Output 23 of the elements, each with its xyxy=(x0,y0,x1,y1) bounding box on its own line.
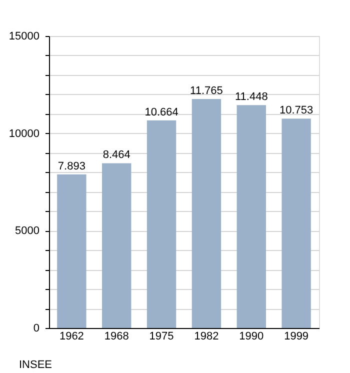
bar xyxy=(236,105,266,328)
data-label: 10.753 xyxy=(279,104,314,117)
y-tick-label: 5000 xyxy=(15,225,40,238)
bar xyxy=(192,98,222,328)
x-tick-label: 1975 xyxy=(149,330,174,342)
data-label: 10.664 xyxy=(144,106,178,118)
text: INSEE xyxy=(19,359,52,371)
data-label: 7.893 xyxy=(58,160,86,172)
x-tick-label: 1968 xyxy=(104,330,129,342)
y-tick-label: 15000 xyxy=(8,30,40,42)
data-label: 8.464 xyxy=(102,149,130,162)
bar xyxy=(282,118,311,328)
x-tick-label: 1990 xyxy=(239,330,264,342)
x-tick-label: 1982 xyxy=(194,330,219,342)
x-tick-label: 1999 xyxy=(284,330,309,342)
bar xyxy=(146,120,176,328)
x-tick-label: 1962 xyxy=(59,330,84,342)
bar xyxy=(57,174,86,328)
bar xyxy=(102,163,132,328)
y-tick-label: 0 xyxy=(33,322,40,334)
y-tick-label: 10000 xyxy=(8,128,40,140)
data-label: 11.765 xyxy=(190,84,223,97)
data-label: 11.448 xyxy=(234,91,268,104)
